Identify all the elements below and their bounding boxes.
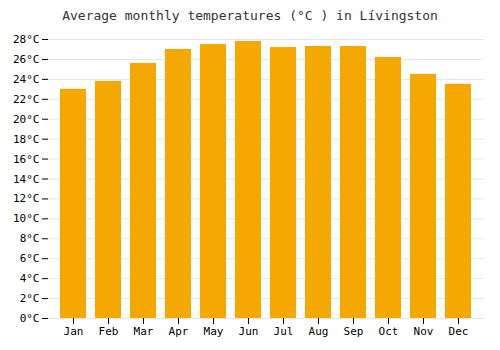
svg-text:14°C: 14°C (13, 173, 40, 186)
svg-text:22°C: 22°C (13, 93, 40, 106)
svg-text:0°C: 0°C (20, 312, 40, 325)
svg-text:Nov: Nov (414, 325, 434, 338)
svg-text:Feb: Feb (99, 325, 119, 338)
svg-text:Dec: Dec (449, 325, 469, 338)
svg-text:10°C: 10°C (13, 212, 40, 225)
svg-text:4°C: 4°C (20, 272, 40, 285)
svg-text:16°C: 16°C (13, 153, 40, 166)
html-text:Average monthly temperatures (: Average monthly temperatures (°C ) in Lí… (62, 8, 438, 23)
svg-text:26°C: 26°C (13, 53, 40, 66)
svg-text:Apr: Apr (169, 325, 189, 338)
svg-text:Aug: Aug (309, 325, 329, 338)
svg-text:8°C: 8°C (20, 232, 40, 245)
svg-text:28°C: 28°C (13, 33, 40, 46)
svg-text:20°C: 20°C (13, 113, 40, 126)
svg-text:24°C: 24°C (13, 73, 40, 86)
svg-text:May: May (204, 325, 224, 338)
svg-text:Jan: Jan (64, 325, 84, 338)
svg-text:Sep: Sep (344, 325, 364, 338)
svg-text:Jun: Jun (239, 325, 259, 338)
svg-text:Mar: Mar (134, 325, 154, 338)
svg-text:12°C: 12°C (13, 192, 40, 205)
svg-text:Jul: Jul (274, 325, 294, 338)
svg-text:Oct: Oct (379, 325, 399, 338)
svg-text:6°C: 6°C (20, 252, 40, 265)
svg-text:18°C: 18°C (13, 133, 40, 146)
svg-text:2°C: 2°C (20, 292, 40, 305)
